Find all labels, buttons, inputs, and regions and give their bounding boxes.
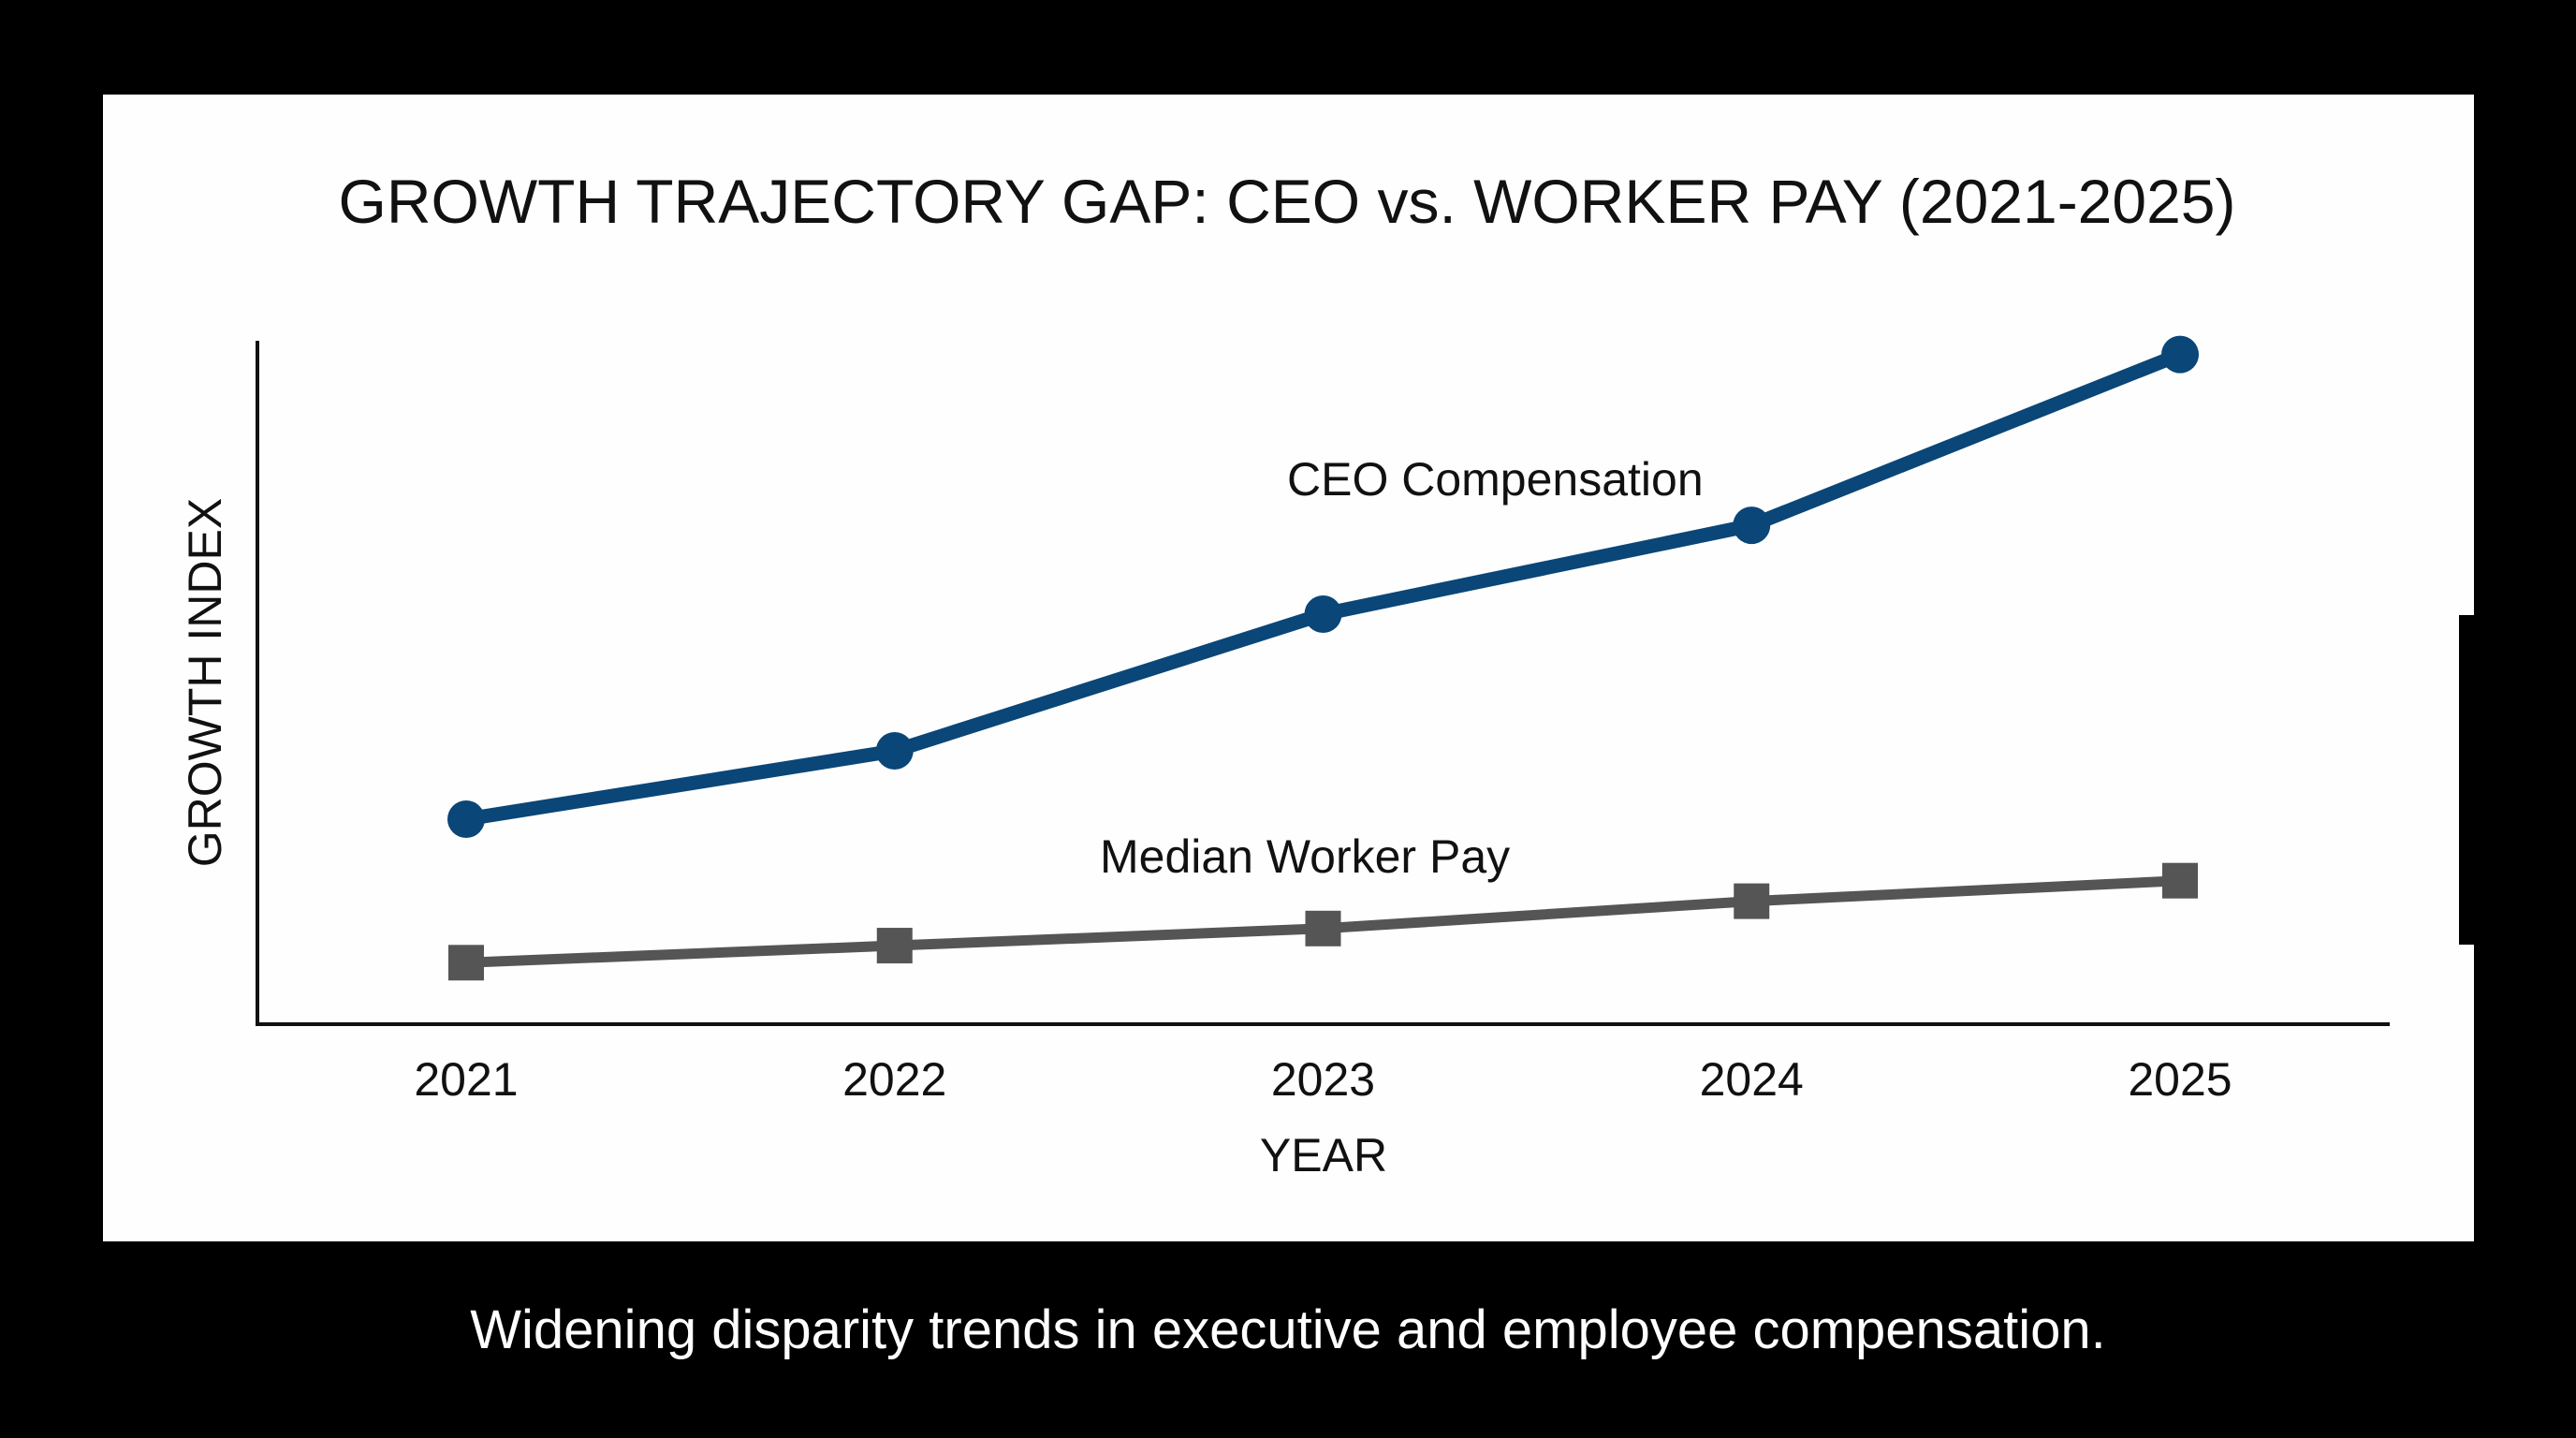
series-line-ceo-compensation: [464, 347, 2183, 827]
x-tick-label-2025: 2025: [2128, 1053, 2232, 1106]
x-tick-label-2024: 2024: [1700, 1053, 1804, 1106]
data-point-ceo-compensation-2023: [1304, 595, 1342, 633]
data-point-ceo-compensation-2021: [447, 800, 485, 838]
data-point-ceo-compensation-2024: [1733, 506, 1771, 545]
chart-title: GROWTH TRAJECTORY GAP: CEO vs. WORKER PA…: [339, 167, 2236, 236]
data-point-median-worker-pay-2021: [448, 945, 484, 981]
x-tick-labels: 2021 2022 2023 2024 2025: [414, 1053, 2232, 1106]
data-point-median-worker-pay-2022: [876, 928, 913, 964]
card-edge-tab: [2459, 615, 2474, 945]
data-point-ceo-compensation-2025: [2161, 335, 2199, 374]
series-label-median-worker-pay: Median Worker Pay: [1100, 830, 1510, 883]
data-point-ceo-compensation-2022: [875, 732, 914, 770]
series-label-ceo-compensation: CEO Compensation: [1287, 453, 1704, 506]
x-axis-label: YEAR: [1260, 1129, 1387, 1181]
chart-card: [103, 95, 2474, 1241]
x-tick-label-2021: 2021: [414, 1053, 518, 1106]
y-axis-label: GROWTH INDEX: [179, 498, 231, 867]
figure-caption: Widening disparity trends in executive a…: [470, 1299, 2106, 1360]
data-point-median-worker-pay-2024: [1734, 883, 1770, 919]
x-tick-label-2022: 2022: [842, 1053, 946, 1106]
series-group: CEO Compensation Median Worker Pay: [447, 335, 2199, 981]
data-point-median-worker-pay-2025: [2162, 862, 2198, 899]
x-tick-label-2023: 2023: [1271, 1053, 1375, 1106]
data-point-median-worker-pay-2023: [1305, 910, 1341, 946]
